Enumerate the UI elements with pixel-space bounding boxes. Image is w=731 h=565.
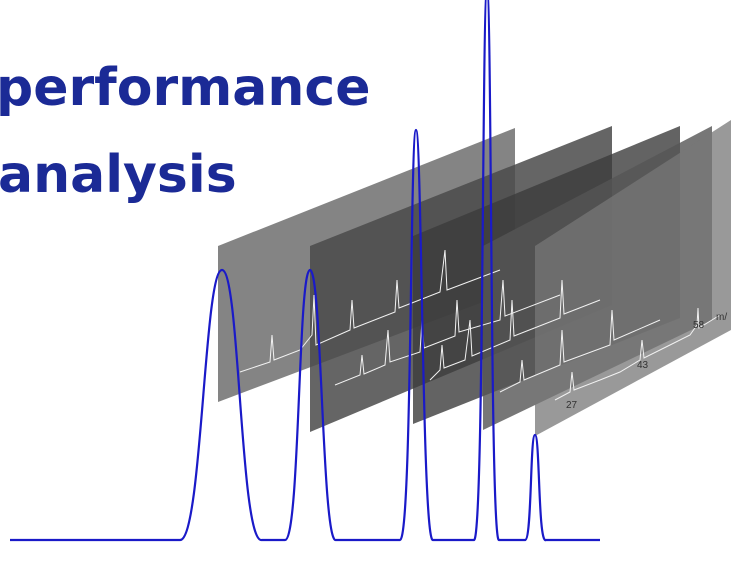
title-line: analysis xyxy=(0,145,237,205)
spectrum-label: 43 xyxy=(637,360,649,371)
title-line: performance xyxy=(0,58,371,118)
spectrum-label: 58 xyxy=(693,320,705,331)
spectrum-planes xyxy=(218,120,731,436)
plane xyxy=(535,120,731,436)
spectrum-label: 27 xyxy=(566,400,578,411)
chromatogram xyxy=(10,0,600,542)
spectrum-label: m/ xyxy=(716,312,727,323)
